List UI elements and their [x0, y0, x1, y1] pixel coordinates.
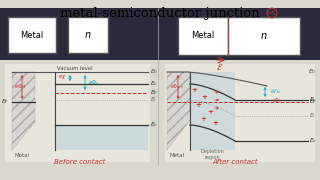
Bar	[178, 17, 228, 55]
Text: $E_F$: $E_F$	[2, 98, 10, 106]
Text: $e\Phi_M$: $e\Phi_M$	[14, 83, 27, 91]
Bar	[55, 125, 148, 150]
Text: $E_v$: $E_v$	[150, 121, 159, 129]
Text: metal-semiconductor junction: metal-semiconductor junction	[60, 7, 260, 20]
Text: $E_0$: $E_0$	[150, 68, 158, 76]
Text: +: +	[207, 109, 213, 115]
Polygon shape	[167, 72, 190, 150]
Text: $E_F$: $E_F$	[150, 89, 158, 97]
Text: +: +	[191, 87, 197, 93]
Text: +: +	[201, 94, 207, 100]
Text: $\mathcal{E}$: $\mathcal{E}$	[216, 62, 224, 72]
Text: n: n	[261, 31, 267, 41]
Text: $e\Phi_b$: $e\Phi_b$	[272, 96, 283, 105]
Bar	[228, 17, 300, 55]
Text: $E_F$: $E_F$	[309, 98, 317, 106]
Text: $\omega_s^f$: $\omega_s^f$	[267, 8, 277, 18]
Text: $e\chi$: $e\chi$	[58, 73, 66, 81]
Text: Before contact: Before contact	[54, 159, 106, 165]
Text: $E_i$: $E_i$	[150, 96, 157, 104]
Text: $E_i$: $E_i$	[309, 112, 316, 120]
Bar	[5, 64, 150, 162]
Text: Depletion
region: Depletion region	[200, 149, 224, 160]
Text: $e\Phi_s$: $e\Phi_s$	[88, 78, 99, 87]
Text: After contact: After contact	[212, 159, 258, 165]
Text: +: +	[212, 120, 218, 126]
Text: $eV_{bi}$: $eV_{bi}$	[270, 87, 281, 96]
Bar	[8, 17, 56, 53]
Text: Metal: Metal	[20, 30, 44, 39]
Text: +: +	[195, 102, 201, 108]
Text: $E_c$: $E_c$	[309, 96, 317, 104]
Bar	[68, 17, 108, 53]
Text: $E_c$: $E_c$	[150, 80, 158, 88]
Text: n: n	[85, 30, 91, 40]
Text: $e\Phi_{ms}$: $e\Phi_{ms}$	[170, 83, 184, 91]
Text: Metal: Metal	[169, 153, 185, 158]
Bar	[0, 8, 320, 60]
Text: Metal: Metal	[14, 153, 29, 158]
Text: $E_v$: $E_v$	[309, 137, 317, 145]
Bar	[165, 64, 315, 162]
Bar	[190, 72, 235, 150]
Text: $E_0$: $E_0$	[308, 68, 316, 76]
Text: Metal: Metal	[191, 31, 215, 40]
Text: +: +	[200, 116, 206, 122]
Text: Vacuum level: Vacuum level	[57, 66, 93, 71]
Polygon shape	[12, 72, 35, 150]
